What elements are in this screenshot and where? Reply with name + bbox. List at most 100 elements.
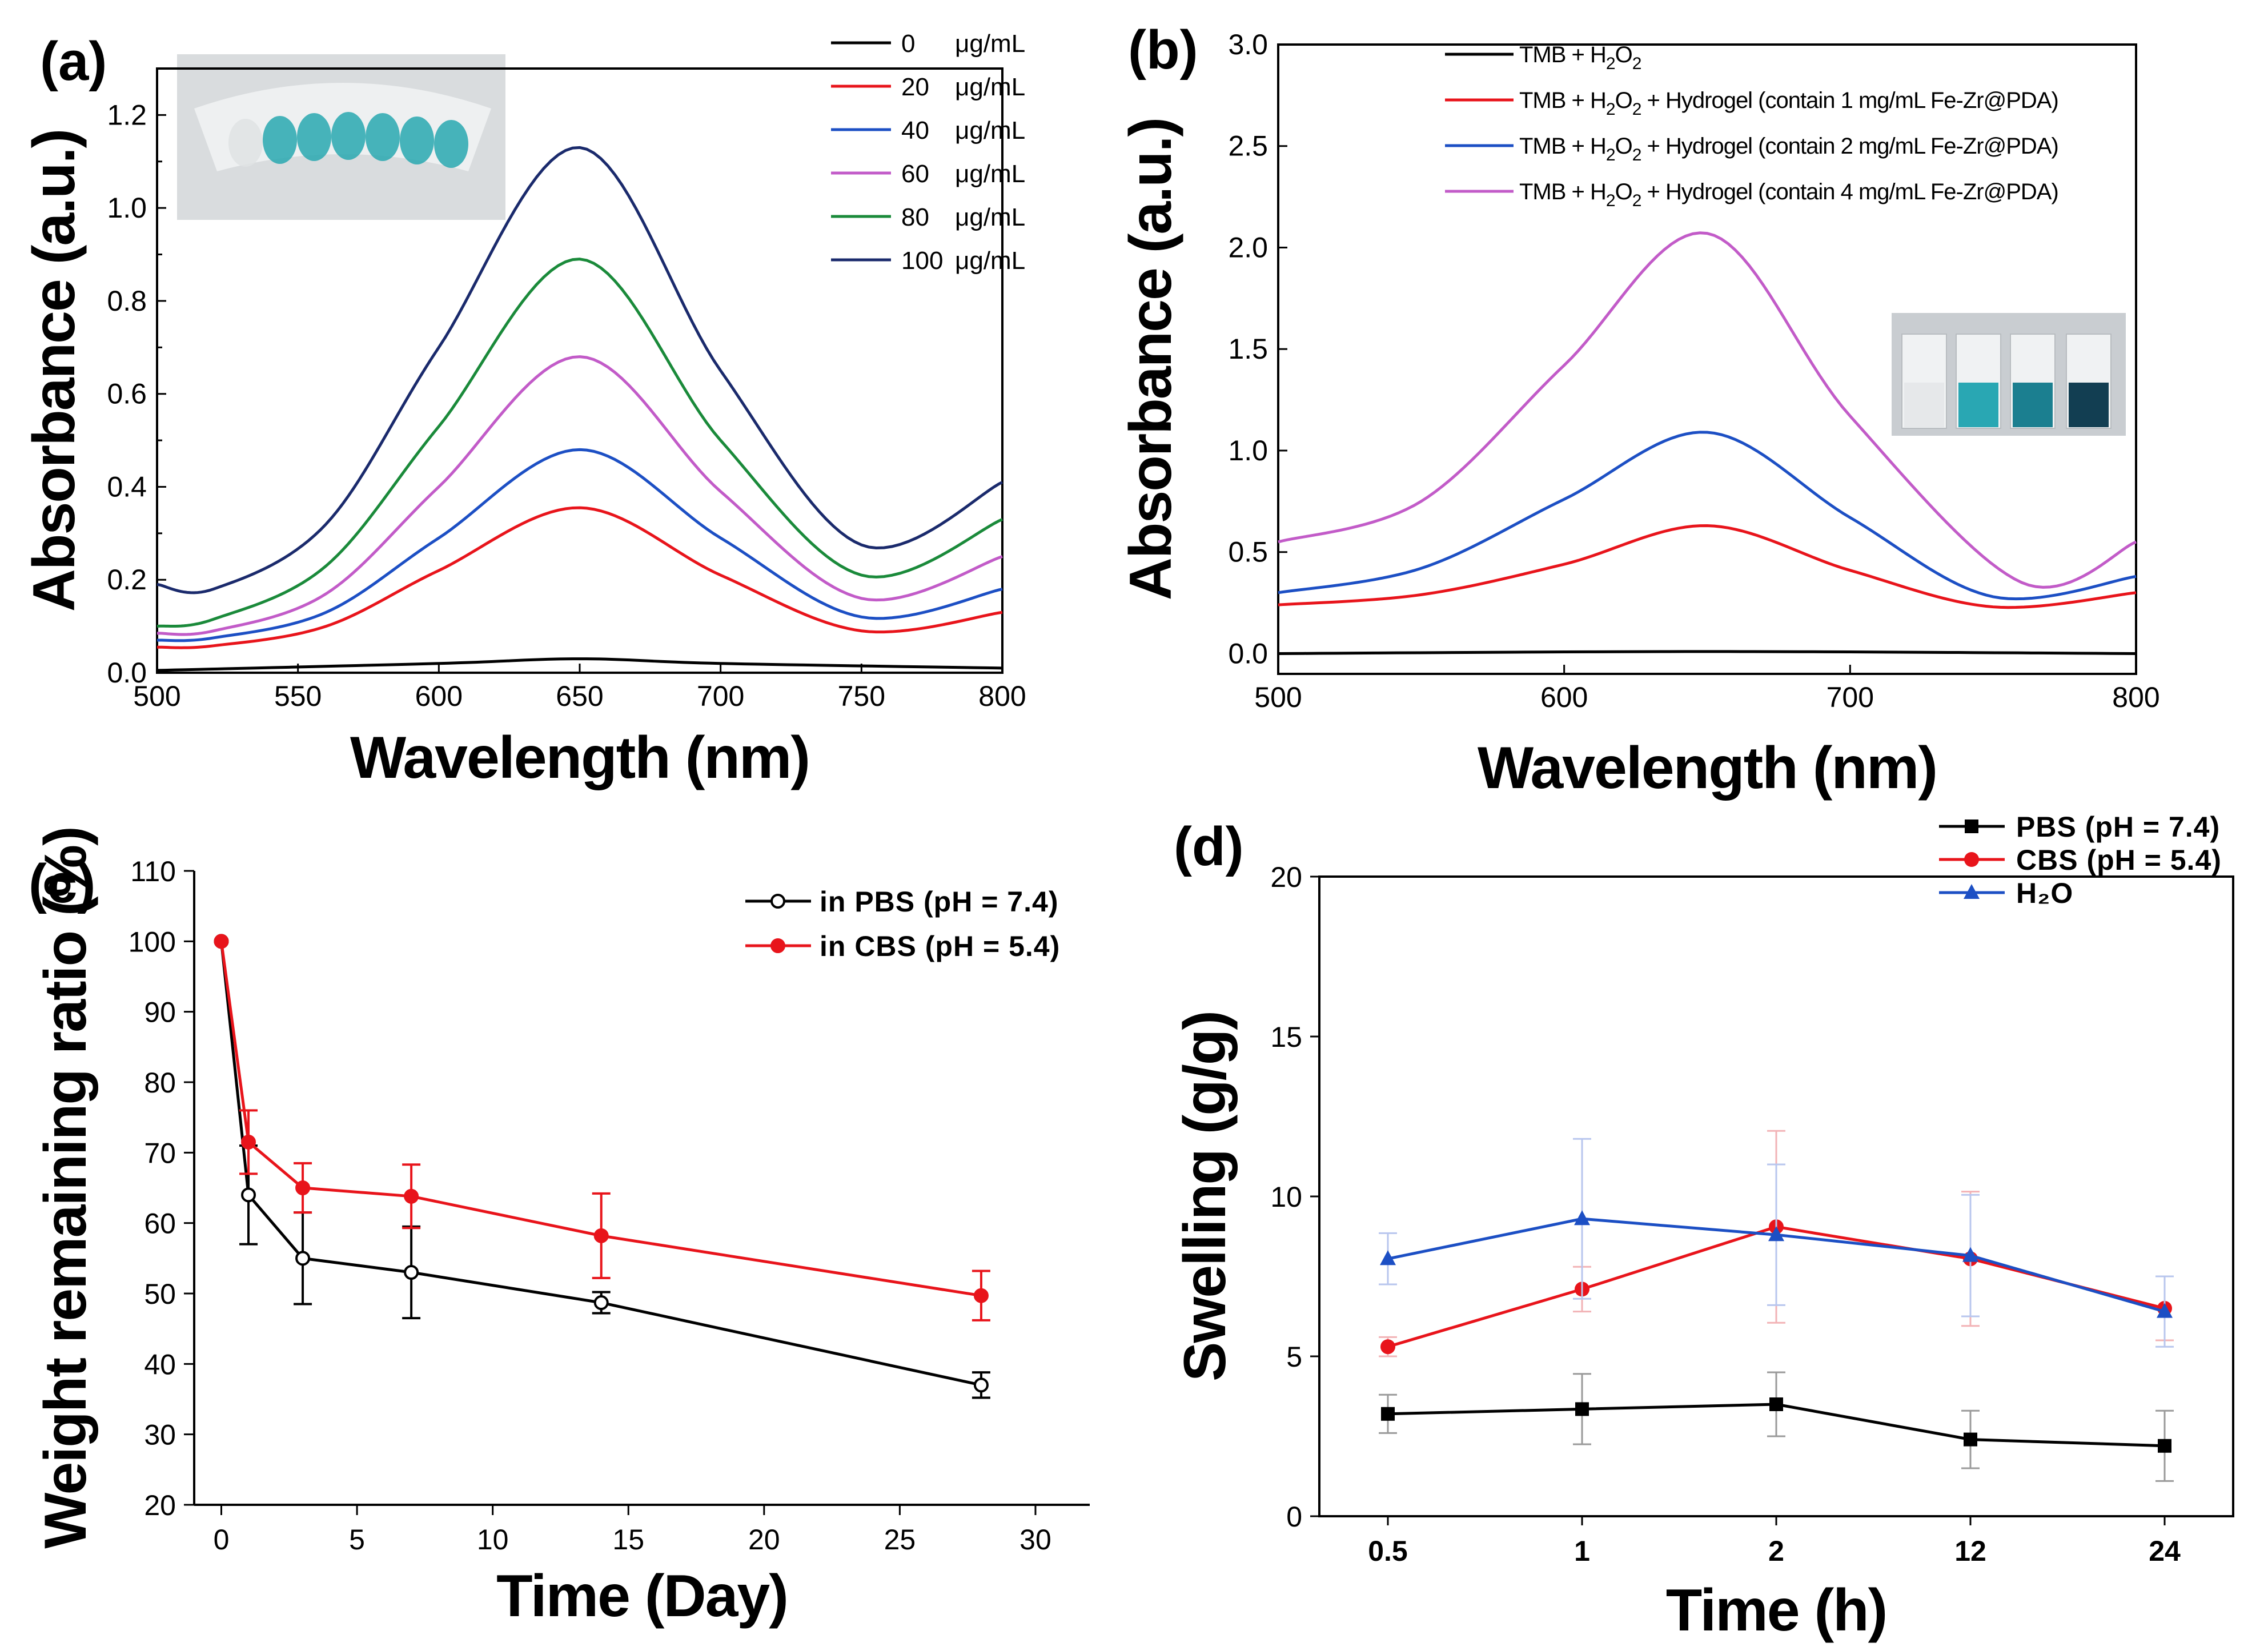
legend-subscript: 2 — [1632, 54, 1641, 73]
y-tick-label: 0.2 — [107, 564, 147, 596]
y-tick-label: 3.0 — [1228, 29, 1268, 61]
inset-photo — [1892, 313, 2126, 436]
legend-subscript: 2 — [1632, 100, 1641, 119]
series-line-20 — [156, 506, 1003, 649]
x-tick-label: 500 — [1254, 681, 1302, 713]
y-tick-label: 20 — [144, 1489, 176, 1521]
plot-frame — [1277, 43, 2137, 675]
x-tick-label: 600 — [1540, 681, 1588, 713]
legend-value: 100 — [901, 247, 943, 275]
panel-label: (a) — [40, 31, 107, 92]
legend-subscript: 2 — [1606, 191, 1615, 210]
legend-label: CBS (pH = 5.4) — [2016, 844, 2222, 876]
inset-cuvette-liquid — [2069, 383, 2109, 427]
y-tick-label: 2.5 — [1228, 130, 1268, 162]
x-tick-label: 1 — [1574, 1535, 1590, 1567]
inset-tube — [228, 119, 263, 167]
y-tick-label: 0.0 — [1228, 637, 1268, 669]
legend-label: in CBS (pH = 5.4) — [820, 930, 1060, 962]
y-tick-label: 0.0 — [107, 657, 147, 689]
data-point — [1574, 1210, 1590, 1226]
legend-unit: μg/mL — [955, 247, 1025, 275]
legend-marker — [770, 938, 785, 953]
legend-unit: μg/mL — [955, 203, 1025, 231]
y-tick-label: 80 — [144, 1067, 176, 1099]
legend-hydrogel: + Hydrogel (contain — [1641, 179, 1840, 204]
data-point — [2157, 1303, 2173, 1318]
x-tick-label: 500 — [133, 680, 180, 712]
legend-unit: μg/mL — [955, 117, 1025, 144]
x-tick-label: 5 — [349, 1524, 365, 1556]
data-point — [593, 1295, 609, 1311]
legend-hydrogel: + Hydrogel (contain — [1641, 88, 1840, 113]
data-point — [1381, 1407, 1395, 1421]
series-line-40 — [156, 448, 1003, 642]
panel-label: (d) — [1174, 816, 1244, 877]
legend-label: PBS (pH = 7.4) — [2016, 811, 2220, 843]
legend-suffix: 4 mg/mL Fe-Zr@PDA) — [1841, 179, 2058, 204]
data-point — [1575, 1402, 1589, 1416]
x-axis-label: Wavelength (nm) — [1478, 735, 1937, 801]
legend-label: in PBS (pH = 7.4) — [820, 886, 1058, 918]
legend-unit: μg/mL — [955, 30, 1025, 58]
panel-c: 20 30 40 50 60 70 80 90 100 110 0 5 10 15 20 25 30 in PBS… — [29, 827, 1090, 1629]
legend-mid: O — [1615, 88, 1632, 113]
inset-tube — [263, 116, 297, 164]
legend-value: 40 — [901, 117, 929, 144]
data-point — [1962, 1247, 1978, 1262]
y-axis-label: Absorbance (a.u.) — [21, 130, 87, 612]
inset-cuvette-liquid — [1904, 383, 1944, 427]
inset-tube — [434, 120, 468, 168]
inset-tube — [331, 112, 366, 160]
series-line-60 — [156, 355, 1003, 636]
panel-label: (c) — [29, 853, 95, 914]
y-tick-label: 5 — [1286, 1341, 1302, 1373]
x-tick-label: 800 — [978, 680, 1026, 712]
y-tick-label: 0.5 — [1228, 536, 1268, 568]
y-tick-label: 30 — [144, 1419, 176, 1451]
series-line-3 — [1278, 231, 2137, 589]
legend-subscript: 2 — [1632, 146, 1641, 164]
data-point — [214, 934, 229, 949]
data-point — [404, 1265, 419, 1280]
inset-photo — [177, 54, 505, 220]
y-tick-label: 90 — [144, 997, 176, 1029]
series-line-0 — [156, 657, 1003, 672]
legend-mid: O — [1615, 179, 1632, 204]
legend-prefix: TMB + H — [1519, 88, 1606, 113]
legend-marker — [1965, 820, 1978, 833]
legend-subscript: 2 — [1606, 146, 1615, 164]
y-tick-label: 15 — [1270, 1021, 1302, 1053]
x-axis-label: Time (Day) — [496, 1563, 788, 1629]
x-tick-label: 0.5 — [1368, 1535, 1408, 1567]
inset-cuvette-liquid — [1958, 383, 1998, 427]
y-tick-label: 60 — [144, 1208, 176, 1240]
legend-suffix: 1 mg/mL Fe-Zr@PDA) — [1841, 88, 2058, 113]
x-tick-label: 700 — [697, 680, 744, 712]
legend-prefix: TMB + H — [1519, 179, 1606, 204]
y-axis-label: Absorbance (a.u.) — [1118, 118, 1184, 600]
y-tick-label: 100 — [129, 926, 176, 958]
legend-marker — [1964, 852, 1979, 867]
legend-value: 0 — [901, 30, 915, 58]
y-tick-label: 0 — [1286, 1501, 1302, 1533]
inset-tube — [297, 113, 331, 161]
y-tick-label: 40 — [144, 1348, 176, 1380]
legend-prefix: TMB + H — [1519, 42, 1606, 67]
x-tick-label: 25 — [884, 1524, 916, 1556]
legend-entry: TMB + H2O2 + Hydrogel (contain 4 mg/mL F… — [1519, 179, 2058, 210]
x-tick-label: 10 — [477, 1524, 509, 1556]
series-line-100 — [156, 146, 1003, 594]
data-point — [973, 1377, 989, 1393]
data-point — [2158, 1439, 2171, 1453]
data-point — [404, 1188, 419, 1204]
x-tick-label: 0 — [214, 1524, 230, 1556]
x-tick-label: 15 — [612, 1524, 644, 1556]
x-tick-label: 700 — [1827, 681, 1874, 713]
x-tick-label: 2 — [1768, 1535, 1784, 1567]
legend-hydrogel: + Hydrogel (contain — [1641, 134, 1840, 159]
legend-label: H₂O — [2016, 877, 2073, 909]
legend-marker — [1964, 884, 1980, 899]
inset-tube — [366, 113, 400, 161]
series-line-80 — [156, 258, 1003, 628]
